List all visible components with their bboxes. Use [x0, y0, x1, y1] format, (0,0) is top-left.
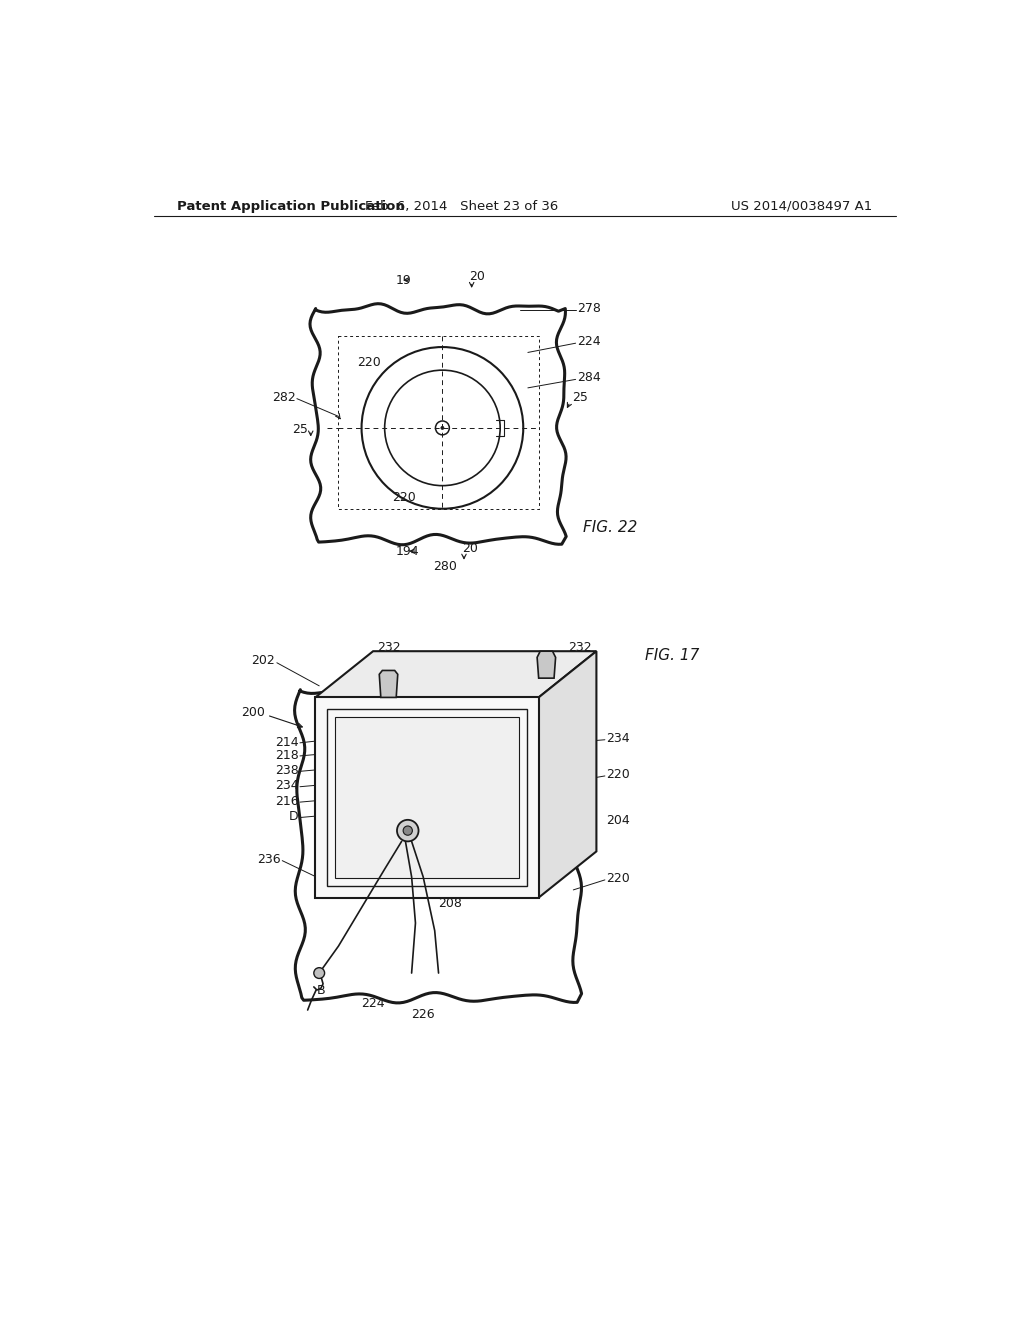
- Bar: [339, 335, 539, 508]
- Text: 218: 218: [274, 748, 298, 762]
- Text: 232: 232: [568, 640, 592, 653]
- Text: 284: 284: [578, 371, 601, 384]
- Text: 214: 214: [274, 735, 298, 748]
- Text: 208: 208: [438, 898, 462, 911]
- Polygon shape: [538, 651, 556, 678]
- Text: 224: 224: [361, 998, 385, 1010]
- Circle shape: [441, 426, 444, 429]
- Text: FIG. 22: FIG. 22: [584, 520, 638, 536]
- Text: 20: 20: [462, 543, 477, 556]
- Text: 19: 19: [396, 273, 412, 286]
- Text: 282: 282: [272, 391, 296, 404]
- Polygon shape: [315, 697, 539, 898]
- Text: 220: 220: [606, 871, 630, 884]
- Text: 234: 234: [606, 731, 630, 744]
- Text: 206: 206: [496, 667, 520, 680]
- Text: 202: 202: [252, 653, 275, 667]
- Text: 204: 204: [606, 814, 630, 828]
- Circle shape: [313, 968, 325, 978]
- Polygon shape: [539, 651, 596, 898]
- Text: Feb. 6, 2014   Sheet 23 of 36: Feb. 6, 2014 Sheet 23 of 36: [365, 199, 558, 213]
- Circle shape: [397, 820, 419, 841]
- Text: 206: 206: [412, 680, 435, 693]
- Text: 25: 25: [571, 391, 588, 404]
- Text: 220: 220: [357, 356, 381, 370]
- Text: 236: 236: [257, 853, 281, 866]
- Text: 224: 224: [578, 335, 601, 348]
- Text: 220: 220: [392, 491, 416, 504]
- Text: US 2014/0038497 A1: US 2014/0038497 A1: [731, 199, 872, 213]
- Text: 25: 25: [292, 422, 307, 436]
- Text: 238: 238: [274, 764, 298, 777]
- Text: 212: 212: [381, 764, 404, 777]
- Text: 194: 194: [395, 545, 419, 557]
- Text: FIG. 17: FIG. 17: [645, 648, 699, 663]
- Text: B: B: [317, 983, 326, 997]
- Polygon shape: [379, 671, 397, 697]
- Text: 280: 280: [433, 560, 457, 573]
- Text: 216: 216: [274, 795, 298, 808]
- Bar: [327, 709, 527, 886]
- Text: 200: 200: [242, 706, 265, 719]
- Polygon shape: [315, 651, 596, 697]
- Text: 220: 220: [606, 768, 630, 781]
- Text: 232: 232: [377, 640, 400, 653]
- Text: D: D: [289, 810, 298, 824]
- Text: Patent Application Publication: Patent Application Publication: [177, 199, 404, 213]
- Text: 226: 226: [412, 1008, 435, 1022]
- Text: 234: 234: [274, 779, 298, 792]
- Text: 278: 278: [578, 302, 601, 315]
- Bar: [335, 717, 519, 878]
- Text: 20: 20: [469, 269, 485, 282]
- Circle shape: [403, 826, 413, 836]
